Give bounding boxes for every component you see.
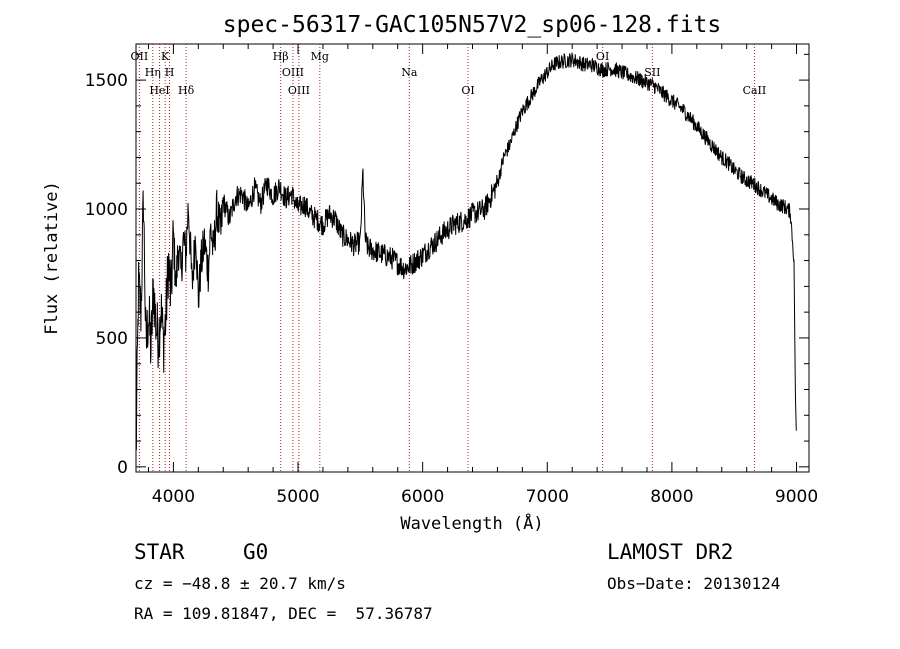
object-type: STAR bbox=[134, 540, 185, 564]
spectral-line-label: Hδ bbox=[178, 84, 195, 97]
x-tick-label: 8000 bbox=[650, 487, 693, 507]
spectral-line-label: OIII bbox=[282, 66, 304, 79]
x-tick-label: 5000 bbox=[276, 487, 319, 507]
chart-title: spec-56317-GAC105N57V2_sp06-128.fits bbox=[223, 12, 722, 38]
flux-series-line bbox=[135, 52, 797, 452]
spectral-line-label: Hη bbox=[145, 66, 161, 79]
spectral-line-label: Mg bbox=[311, 50, 329, 63]
spectral-line-label: HeI bbox=[149, 84, 169, 97]
redshift-velocity: cz = −48.8 ± 20.7 km/s bbox=[134, 574, 346, 593]
spectral-line-label: OI bbox=[461, 84, 474, 97]
spectral-line-label: H bbox=[165, 66, 175, 79]
x-tick-label: 9000 bbox=[775, 487, 818, 507]
spectral-line-label: OII bbox=[131, 50, 149, 63]
y-axis-label: Flux (relative) bbox=[42, 181, 62, 335]
x-tick-label: 4000 bbox=[152, 487, 195, 507]
spectral-line-label: K bbox=[161, 50, 170, 63]
y-tick-label: 0 bbox=[117, 458, 128, 478]
spectral-line-label: Hβ bbox=[273, 50, 289, 63]
axis-tick-labels: 4000 5000 6000 7000 8000 9000 0 500 1000 1500 bbox=[85, 71, 818, 507]
x-tick-label: 6000 bbox=[401, 487, 444, 507]
y-tick-label: 1000 bbox=[85, 200, 128, 220]
spectral-line-label: Na bbox=[401, 66, 418, 79]
spectral-line-label: SII bbox=[644, 66, 660, 79]
spectral-line-label: OI bbox=[596, 50, 609, 63]
spectral-line-label: OIII bbox=[288, 84, 310, 97]
x-tick-label: 7000 bbox=[526, 487, 569, 507]
y-tick-label: 1500 bbox=[85, 71, 128, 91]
plot-frame bbox=[135, 43, 810, 473]
observation-date: Obs−Date: 20130124 bbox=[607, 574, 781, 593]
y-tick-label: 500 bbox=[96, 329, 128, 349]
survey-name: LAMOST DR2 bbox=[607, 540, 734, 564]
spectral-line-label: CaII bbox=[743, 84, 767, 97]
spectral-line-markers bbox=[138, 44, 755, 472]
x-axis-label: Wavelength (Å) bbox=[400, 512, 543, 534]
axis-ticks bbox=[136, 44, 809, 472]
sky-coordinates: RA = 109.81847, DEC = 57.36787 bbox=[134, 604, 433, 623]
object-subclass: G0 bbox=[243, 540, 269, 564]
